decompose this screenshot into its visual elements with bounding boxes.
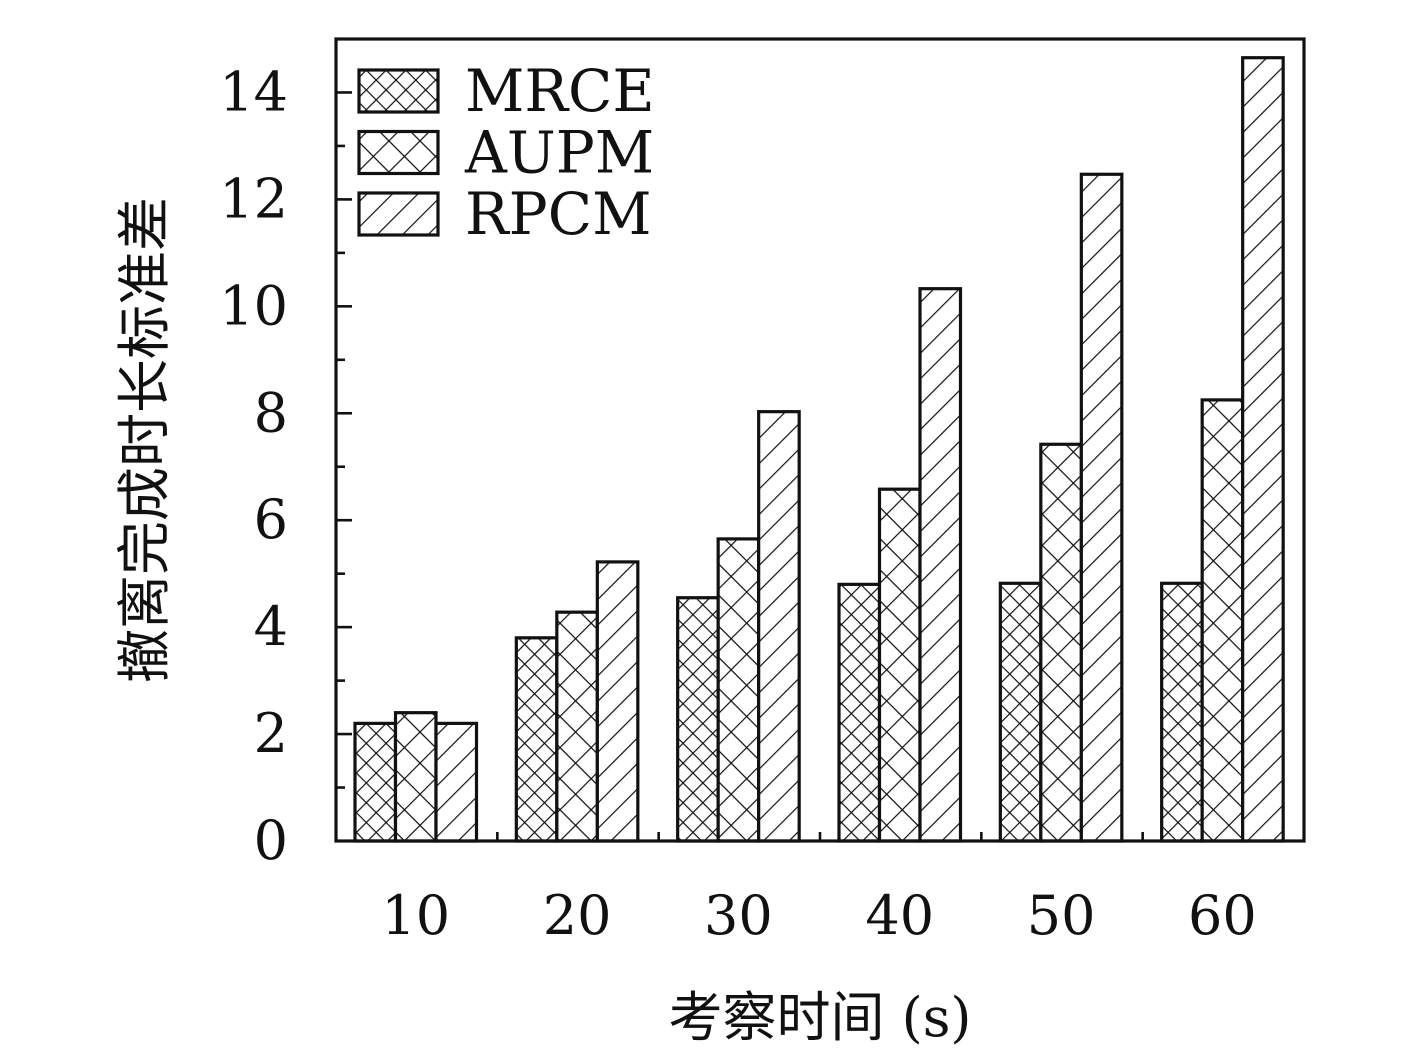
- bar-mrce-30: [676, 596, 720, 843]
- bars-layer: [353, 56, 1285, 843]
- x-tick-label: 60: [1188, 884, 1257, 947]
- y-tick-label: 0: [254, 809, 288, 872]
- x-tick-label: 40: [865, 884, 934, 947]
- bar-aupm-20: [555, 610, 599, 843]
- x-tick-label: 50: [1027, 884, 1096, 947]
- x-tick-label: 10: [381, 884, 450, 947]
- y-tick-label: 2: [254, 702, 288, 765]
- bar-aupm-10: [393, 711, 438, 843]
- legend-label-mrce: MRCE: [465, 57, 655, 125]
- bar-rpcm-50: [1079, 172, 1124, 843]
- bar-aupm-60: [1200, 398, 1245, 843]
- bar-mrce-40: [837, 582, 882, 843]
- bar-mrce-20: [514, 636, 559, 843]
- bar-mrce-60: [1160, 581, 1204, 843]
- y-tick-label: 10: [219, 274, 288, 337]
- x-tick-label: 20: [543, 884, 612, 947]
- y-axis-title: 撤离完成时长标准差: [113, 197, 176, 683]
- y-tick-label: 12: [219, 167, 288, 230]
- x-tick-label: 30: [704, 884, 773, 947]
- bar-aupm-30: [716, 537, 761, 843]
- y-tick-label: 4: [254, 595, 288, 658]
- bar-rpcm-30: [757, 410, 801, 843]
- legend-swatch-rpcm: [357, 191, 440, 237]
- legend-label-rpcm: RPCM: [465, 180, 651, 248]
- bar-mrce-50: [998, 581, 1043, 843]
- y-tick-label: 6: [254, 488, 288, 551]
- bar-rpcm-10: [434, 721, 479, 843]
- bar-mrce-10: [353, 721, 398, 843]
- x-axis-title: 考察时间 (s): [668, 986, 971, 1049]
- bar-rpcm-60: [1241, 56, 1285, 843]
- legend-swatch-aupm: [357, 129, 440, 176]
- y-tick-label: 8: [254, 381, 288, 444]
- axes-layer: 0 2 4 6 8 10 12 14 10 20 30 40 50 60: [219, 37, 1306, 947]
- legend-label-aupm: AUPM: [464, 119, 654, 187]
- y-tick-label: 14: [219, 60, 288, 123]
- bar-rpcm-40: [918, 287, 963, 843]
- bar-rpcm-20: [595, 560, 640, 843]
- legend-swatch-mrce: [357, 68, 440, 114]
- bar-aupm-40: [877, 487, 922, 843]
- bar-aupm-50: [1039, 442, 1083, 843]
